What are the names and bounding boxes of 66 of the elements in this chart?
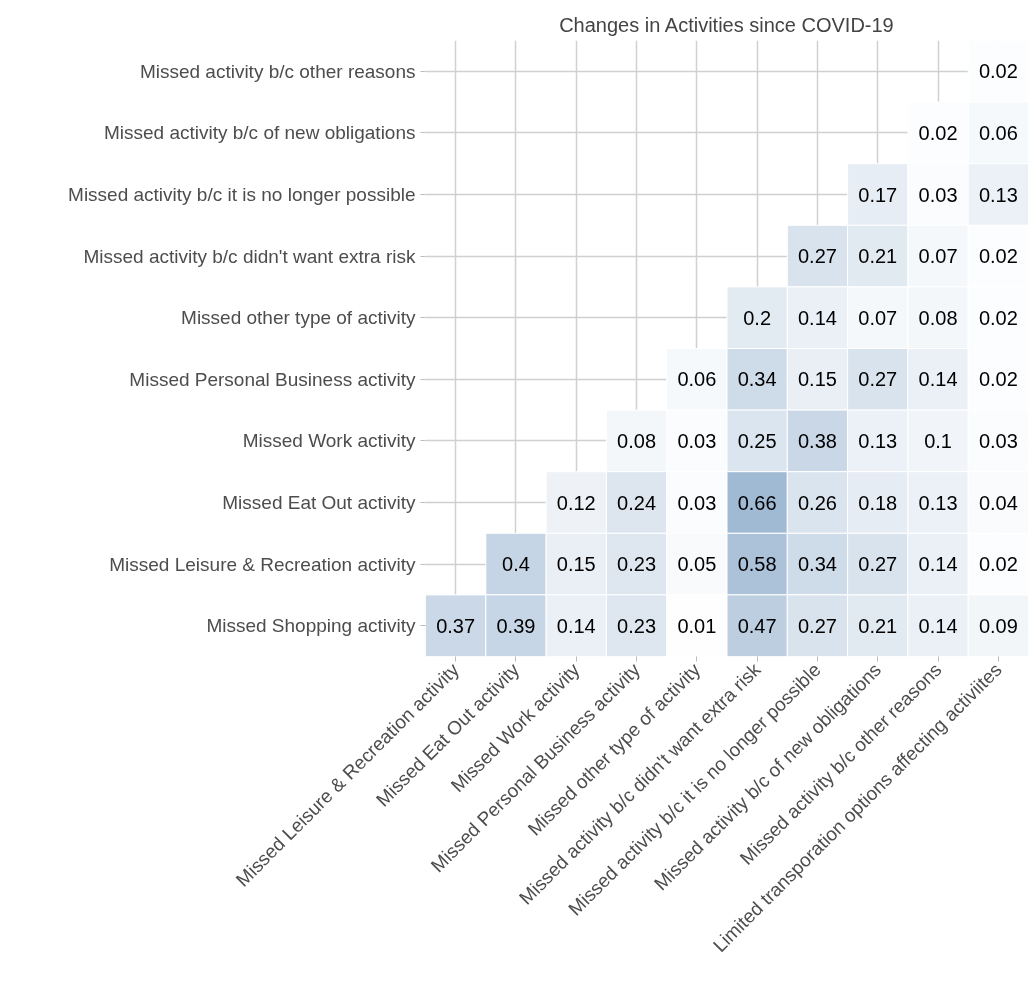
data-label: 0.14 [918,553,958,576]
y-tick-label: Missed Personal Business activity [129,368,416,390]
data-label: 0.37 [436,614,476,637]
data-label: 0.02 [978,306,1018,329]
y-tick-label: Missed Shopping activity [206,615,416,637]
data-label: 0.38 [797,429,837,452]
data-label: 0.08 [918,306,958,329]
data-label: 0.09 [978,614,1018,637]
data-label: 0.03 [677,491,717,514]
data-label: 0.27 [858,368,898,391]
data-label: 0.02 [978,368,1018,391]
data-label: 0.26 [797,491,837,514]
y-tick-label: Missed activity b/c didn't want extra risk [83,245,416,267]
data-label: 0.17 [858,183,898,206]
data-label: 0.23 [617,553,657,576]
data-label: 0.2 [743,306,772,329]
data-label: 0.14 [556,614,596,637]
data-label: 0.06 [677,368,717,391]
y-tick-label: Missed other type of activity [181,307,416,329]
data-label: 0.14 [918,614,958,637]
data-label: 0.02 [978,60,1018,83]
data-label: 0.66 [737,491,777,514]
data-label: 0.15 [797,368,837,391]
data-label: 0.03 [677,429,717,452]
data-label: 0.18 [858,491,898,514]
data-label: 0.12 [556,491,596,514]
data-label: 0.39 [496,614,536,637]
data-label: 0.58 [737,553,777,576]
data-label: 0.13 [858,429,898,452]
data-label: 0.27 [858,553,898,576]
data-label: 0.21 [858,245,898,268]
data-label: 0.13 [978,183,1018,206]
y-tick-label: Missed activity b/c it is no longer possible [68,184,416,205]
data-label: 0.05 [677,553,717,576]
data-label: 0.07 [918,245,958,268]
data-label: 0.01 [677,614,717,637]
y-tick-label: Missed activity b/c other reasons [139,60,416,82]
data-label: 0.27 [797,245,837,268]
data-label: 0.14 [918,368,958,391]
y-tick-label: Missed Work activity [242,430,416,452]
data-label: 0.25 [737,429,777,452]
data-label: 0.03 [978,429,1018,452]
data-label: 0.34 [737,368,777,391]
data-label: 0.27 [797,614,837,637]
data-label: 0.03 [918,183,958,206]
data-label: 0.02 [918,121,958,144]
data-label: 0.24 [617,491,657,514]
y-tick-label: Missed Leisure & Recreation activity [109,553,416,575]
data-label: 0.4 [502,553,530,576]
data-label: 0.08 [617,429,657,452]
data-label: 0.23 [617,614,657,637]
data-label: 0.06 [978,121,1018,144]
chart-title: Changes in Activities since COVID-19 [559,13,894,36]
data-label: 0.14 [797,306,837,329]
data-label: 0.1 [924,429,952,452]
data-label: 0.02 [978,553,1018,576]
y-tick-label: Missed activity b/c of new obligations [103,122,416,144]
data-label: 0.04 [978,491,1018,514]
data-label: 0.34 [797,553,837,576]
data-label: 0.47 [737,614,777,637]
data-label: 0.21 [858,614,898,637]
data-label: 0.07 [858,306,898,329]
data-label: 0.13 [918,491,958,514]
y-tick-label: Missed Eat Out activity [222,492,416,513]
data-label: 0.02 [978,245,1018,268]
data-label: 0.15 [556,553,596,576]
